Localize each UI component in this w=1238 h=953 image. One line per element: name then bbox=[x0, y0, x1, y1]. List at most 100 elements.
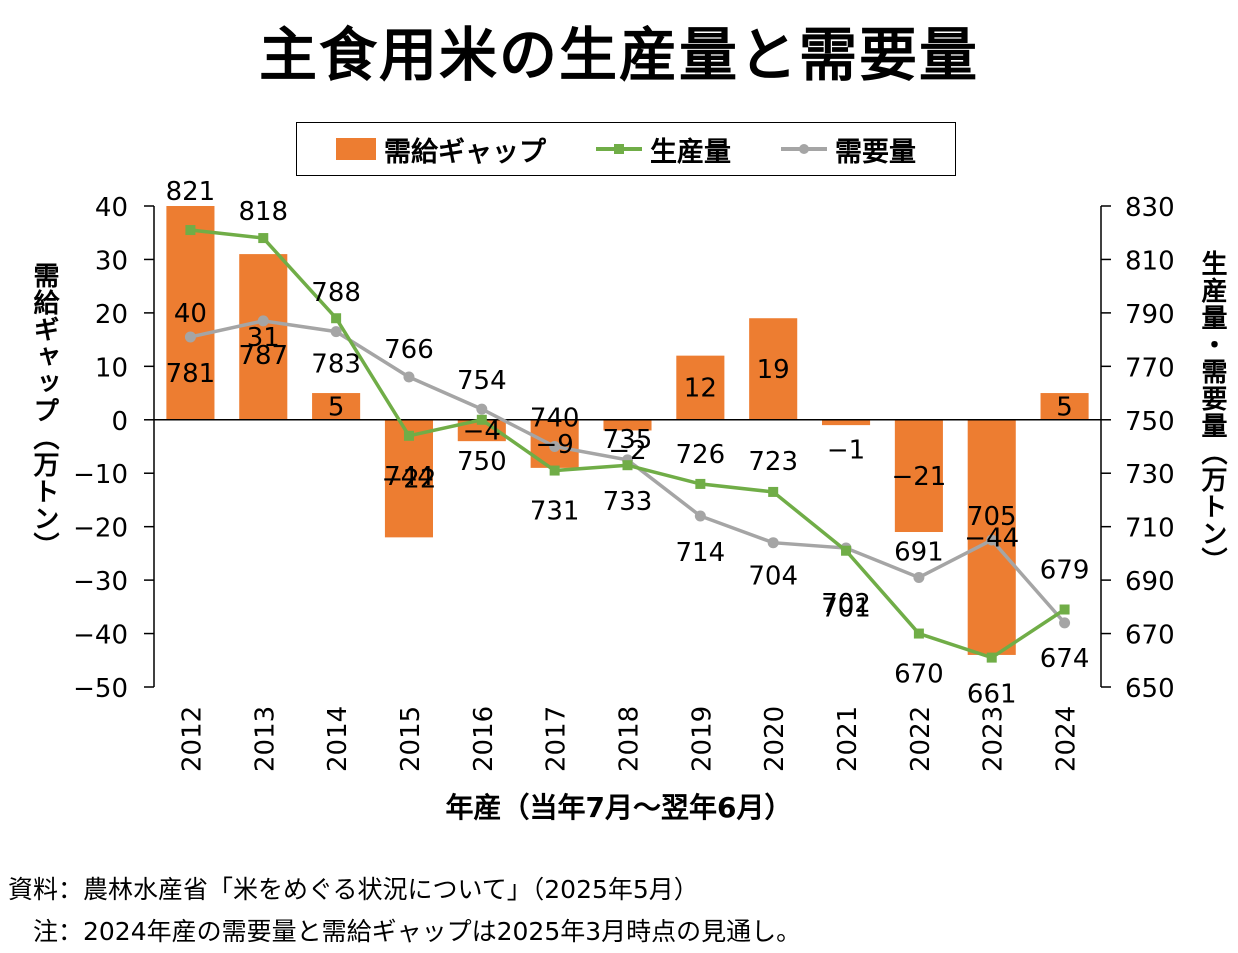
x-tick-label: 2018 bbox=[615, 706, 645, 772]
left-tick-label: 30 bbox=[95, 246, 128, 276]
production-point bbox=[331, 313, 342, 324]
right-tick-label: 830 bbox=[1125, 193, 1175, 223]
gap-data-label: −21 bbox=[891, 462, 946, 492]
demand-data-label: 705 bbox=[967, 502, 1017, 532]
gap-bar bbox=[821, 419, 871, 426]
legend-label-demand: 需要量 bbox=[835, 136, 916, 168]
demand-point bbox=[1059, 617, 1071, 629]
right-tick-label: 710 bbox=[1125, 514, 1175, 544]
gap-data-label: −9 bbox=[535, 430, 573, 460]
legend-swatch-gap bbox=[336, 138, 376, 160]
production-data-label: 701 bbox=[821, 594, 871, 624]
gap-bar bbox=[894, 419, 943, 533]
right-tick-label: 750 bbox=[1125, 407, 1175, 437]
production-data-label: 731 bbox=[530, 497, 580, 527]
production-point bbox=[185, 225, 196, 236]
production-point bbox=[622, 460, 633, 471]
production-data-label: 723 bbox=[748, 447, 798, 477]
left-axis-label: 需給ギャップ（万トン） bbox=[29, 262, 59, 559]
gap-bar bbox=[166, 206, 215, 420]
gap-bar bbox=[457, 419, 506, 442]
left-tick-label: −10 bbox=[73, 460, 128, 490]
right-tick-label: 670 bbox=[1125, 621, 1175, 651]
demand-data-label: 783 bbox=[311, 350, 361, 380]
gap-data-label: −1 bbox=[827, 435, 865, 465]
gap-data-label: 31 bbox=[247, 323, 280, 353]
demand-point bbox=[549, 441, 561, 452]
gap-data-label: 40 bbox=[174, 299, 207, 329]
gap-bar bbox=[312, 393, 361, 420]
demand-data-label: 704 bbox=[748, 562, 798, 592]
x-tick-label: 2020 bbox=[760, 706, 790, 772]
right-tick-label: 790 bbox=[1125, 300, 1175, 330]
demand-point bbox=[257, 315, 269, 327]
gap-data-label: 5 bbox=[1056, 392, 1073, 422]
legend-item-production: 生産量 bbox=[596, 130, 731, 169]
production-data-label: 670 bbox=[894, 660, 944, 690]
demand-data-label: 787 bbox=[238, 341, 288, 371]
legend-item-demand: 需要量 bbox=[781, 130, 916, 169]
demand-data-label: 766 bbox=[384, 335, 434, 365]
x-tick-label: 2016 bbox=[469, 706, 499, 772]
demand-point bbox=[913, 571, 925, 583]
demand-point bbox=[476, 403, 488, 415]
x-tick-label: 2024 bbox=[1052, 706, 1082, 772]
right-tick-label: 650 bbox=[1125, 674, 1175, 704]
x-tick-label: 2023 bbox=[979, 706, 1009, 772]
gap-data-label: 19 bbox=[757, 355, 790, 385]
legend-swatch-demand bbox=[781, 138, 827, 160]
production-point bbox=[768, 486, 779, 497]
production-data-label: 661 bbox=[967, 680, 1017, 710]
x-tick-label: 2012 bbox=[177, 706, 207, 772]
legend-swatch-production bbox=[596, 138, 642, 160]
gap-bar bbox=[239, 254, 288, 420]
production-data-label: 821 bbox=[166, 177, 216, 207]
production-data-label: 679 bbox=[1040, 556, 1090, 586]
production-data-label: 726 bbox=[676, 440, 726, 470]
demand-data-label: 740 bbox=[530, 404, 580, 434]
left-tick-label: 40 bbox=[95, 193, 128, 223]
x-tick-label: 2021 bbox=[833, 706, 863, 772]
demand-data-label: 691 bbox=[894, 537, 944, 567]
legend-label-gap: 需給ギャップ bbox=[384, 136, 546, 168]
gap-data-label: −44 bbox=[964, 523, 1019, 553]
left-tick-label: 10 bbox=[95, 353, 128, 383]
production-point bbox=[403, 430, 414, 441]
x-tick-label: 2017 bbox=[542, 706, 572, 772]
legend-label-production: 生産量 bbox=[650, 136, 731, 168]
demand-data-label: 754 bbox=[457, 366, 507, 396]
demand-data-label: 714 bbox=[676, 538, 726, 568]
demand-point bbox=[184, 331, 196, 343]
demand-point bbox=[330, 326, 342, 338]
x-tick-label: 2015 bbox=[396, 706, 426, 772]
production-point bbox=[913, 628, 924, 639]
gap-bar bbox=[749, 318, 798, 420]
gap-data-label: 12 bbox=[684, 374, 717, 404]
gap-bar bbox=[1040, 393, 1089, 420]
production-point bbox=[549, 465, 560, 476]
left-tick-label: 0 bbox=[111, 407, 128, 437]
right-tick-label: 730 bbox=[1125, 460, 1175, 490]
left-tick-label: −30 bbox=[73, 567, 128, 597]
demand-point bbox=[986, 534, 998, 546]
x-axis-label: 年産（当年7月〜翌年6月） bbox=[445, 791, 793, 824]
demand-point bbox=[767, 537, 779, 549]
right-tick-label: 770 bbox=[1125, 353, 1175, 383]
chart-title: 主食用米の生産量と需要量 bbox=[258, 21, 979, 89]
production-point bbox=[476, 414, 487, 425]
production-data-label: 750 bbox=[457, 447, 507, 477]
right-axis-label: 生産量・需要量（万トン） bbox=[1197, 250, 1227, 574]
left-tick-label: 20 bbox=[95, 300, 128, 330]
production-point bbox=[986, 652, 997, 663]
production-point bbox=[1059, 604, 1070, 615]
gap-data-label: 5 bbox=[328, 392, 345, 422]
production-point bbox=[841, 545, 852, 556]
production-data-label: 788 bbox=[311, 278, 361, 308]
legend-item-gap: 需給ギャップ bbox=[336, 130, 546, 169]
production-point bbox=[258, 233, 269, 244]
legend: 需給ギャップ 生産量 需要量 bbox=[296, 122, 956, 176]
gap-bar bbox=[676, 355, 725, 420]
x-tick-label: 2019 bbox=[687, 706, 717, 772]
left-tick-label: −20 bbox=[73, 514, 128, 544]
demand-point bbox=[403, 371, 415, 383]
